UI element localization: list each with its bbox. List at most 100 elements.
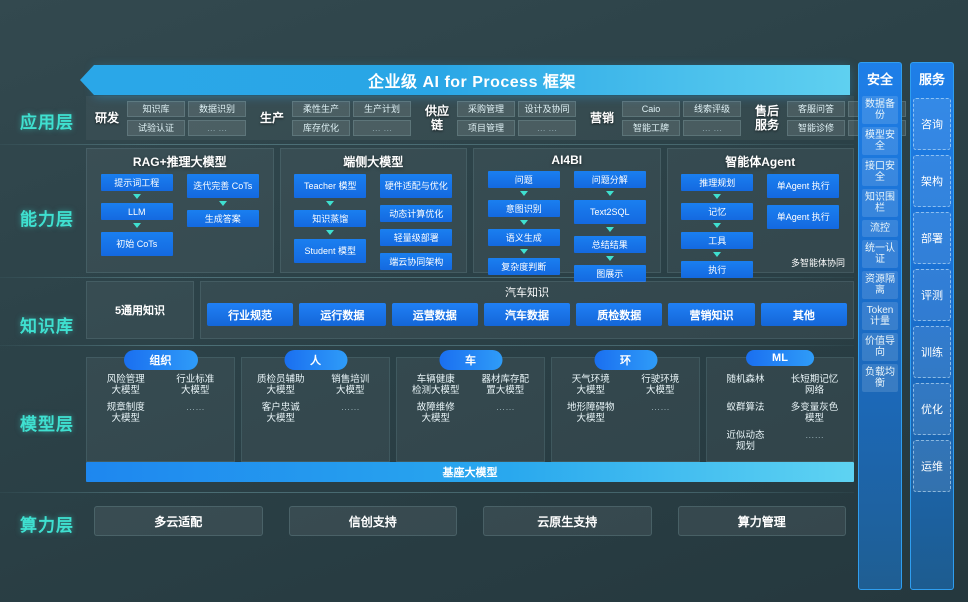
- security-rail-item[interactable]: 接口安全: [862, 158, 898, 186]
- app-cell[interactable]: 试验认证: [127, 119, 185, 136]
- service-rail-item[interactable]: 部署: [913, 212, 951, 264]
- security-rail-item[interactable]: 知识围栏: [862, 189, 898, 217]
- knowledge-chip[interactable]: 其他: [760, 303, 847, 326]
- ability-node[interactable]: 图展示: [573, 265, 646, 282]
- security-rail-item[interactable]: 流控: [862, 220, 898, 237]
- service-rail-item[interactable]: 咨询: [913, 98, 951, 150]
- service-rail-item[interactable]: 架构: [913, 155, 951, 207]
- model-group-pill[interactable]: 车: [439, 350, 502, 370]
- model-item[interactable]: 销售培训 大模型: [331, 374, 370, 396]
- ability-node[interactable]: 执行: [681, 261, 754, 278]
- ability-node[interactable]: 单Agent 执行: [767, 174, 840, 198]
- compute-button[interactable]: 算力管理: [677, 506, 846, 536]
- knowledge-chip[interactable]: 行业规范: [207, 303, 294, 326]
- security-rail-item[interactable]: 统一认证: [862, 240, 898, 268]
- ability-node[interactable]: 端云协同架构: [380, 253, 453, 270]
- service-rail-item[interactable]: 运维: [913, 440, 951, 492]
- knowledge-chip[interactable]: 汽车数据: [483, 303, 571, 326]
- security-rail-item[interactable]: 模型安全: [862, 127, 898, 155]
- compute-button[interactable]: 云原生支持: [483, 506, 652, 536]
- app-cell[interactable]: 项目管理: [457, 119, 515, 136]
- ability-node[interactable]: 生成答案: [186, 210, 259, 227]
- ability-node[interactable]: 轻量级部署: [380, 229, 453, 246]
- ability-node[interactable]: Teacher 模型: [294, 174, 367, 198]
- ability-node[interactable]: 总结结果: [573, 236, 646, 253]
- ability-node[interactable]: 推理规划: [681, 174, 754, 191]
- model-item[interactable]: 随机森林: [726, 374, 765, 385]
- app-cell[interactable]: Caio: [622, 100, 680, 117]
- compute-button[interactable]: 多云适配: [94, 506, 263, 536]
- app-cell[interactable]: 生产计划: [353, 100, 411, 117]
- ability-node[interactable]: 工具: [681, 232, 754, 249]
- model-item[interactable]: 蚁群算法: [726, 402, 765, 413]
- ability-node[interactable]: 语义生成: [487, 229, 560, 246]
- security-rail-item[interactable]: 数据备份: [862, 96, 898, 124]
- ability-node[interactable]: 动态计算优化: [380, 205, 453, 222]
- ability-node[interactable]: 记忆: [681, 203, 754, 220]
- knowledge-chip[interactable]: 运行数据: [299, 303, 386, 326]
- app-cell[interactable]: 采购管理: [457, 100, 515, 117]
- ability-node[interactable]: 问题: [487, 171, 560, 188]
- knowledge-chip[interactable]: 质检数据: [576, 303, 663, 326]
- model-item[interactable]: 天气环境 大模型: [571, 374, 610, 396]
- app-cell[interactable]: … …: [683, 119, 741, 136]
- base-model-bar[interactable]: 基座大模型: [86, 462, 854, 482]
- ability-node[interactable]: 初始 CoTs: [100, 232, 173, 256]
- ability-node[interactable]: 提示词工程: [100, 174, 173, 191]
- model-item[interactable]: 器材库存配 置大模型: [481, 374, 529, 396]
- ability-node[interactable]: 硬件适配与优化: [380, 174, 453, 198]
- security-rail-item[interactable]: 资源隔离: [862, 271, 898, 299]
- model-group-pill[interactable]: ML: [746, 350, 814, 366]
- app-cell[interactable]: … …: [353, 119, 411, 136]
- ability-node[interactable]: Student 模型: [294, 239, 367, 263]
- ability-node[interactable]: 问题分解: [573, 171, 646, 188]
- model-item[interactable]: 近似动态 规划: [726, 430, 765, 452]
- compute-button[interactable]: 信创支持: [288, 506, 457, 536]
- model-item[interactable]: 故障维修 大模型: [416, 402, 455, 424]
- model-item[interactable]: 车辆健康 检测大模型: [411, 374, 460, 396]
- model-item[interactable]: ……: [805, 430, 824, 441]
- model-item[interactable]: 规章制度 大模型: [106, 402, 145, 424]
- model-item[interactable]: 地形障碍物 大模型: [566, 402, 615, 424]
- ability-node[interactable]: LLM: [100, 203, 173, 220]
- model-item[interactable]: ……: [340, 402, 360, 413]
- security-rail-item[interactable]: 负载均衡: [862, 364, 898, 392]
- app-cell[interactable]: 线索评级: [683, 100, 741, 117]
- model-group-pill[interactable]: 人: [284, 350, 347, 370]
- app-cell[interactable]: 库存优化: [292, 119, 350, 136]
- model-item[interactable]: ……: [495, 402, 515, 413]
- model-item[interactable]: 客户忠诚 大模型: [261, 402, 300, 424]
- app-cell[interactable]: 客服问答: [787, 100, 845, 117]
- general-knowledge-box[interactable]: 5通用知识: [86, 281, 194, 339]
- service-rail-item[interactable]: 优化: [913, 383, 951, 435]
- model-item[interactable]: 质检员辅助 大模型: [256, 374, 305, 396]
- service-rail-item[interactable]: 评测: [913, 269, 951, 321]
- model-item[interactable]: ……: [650, 402, 670, 413]
- knowledge-chip[interactable]: 运营数据: [391, 303, 478, 326]
- ability-node[interactable]: 迭代完善 CoTs: [186, 174, 259, 198]
- model-item[interactable]: 行驶环境 大模型: [641, 374, 680, 396]
- ability-node[interactable]: 单Agent 执行: [767, 205, 840, 229]
- model-item[interactable]: ……: [185, 402, 205, 413]
- ability-node[interactable]: 意图识别: [487, 200, 560, 217]
- model-item[interactable]: 行业标准 大模型: [176, 374, 215, 396]
- ability-node[interactable]: 复杂度判断: [487, 258, 560, 275]
- app-cell[interactable]: 数据识别: [188, 100, 246, 117]
- model-group-pill[interactable]: 环: [594, 350, 657, 370]
- model-item[interactable]: 风险管理 大模型: [106, 374, 145, 396]
- app-cell[interactable]: 智能诊修: [787, 119, 845, 136]
- security-rail-item[interactable]: 价值导向: [862, 333, 898, 361]
- app-cell[interactable]: 设计及协同: [518, 100, 576, 117]
- app-cell[interactable]: 智能工牌: [622, 119, 680, 136]
- model-item[interactable]: 长短期记忆 网络: [790, 374, 839, 396]
- service-rail-item[interactable]: 训练: [913, 326, 951, 378]
- ability-node[interactable]: 知识蒸馏: [294, 210, 367, 227]
- security-rail-item[interactable]: Token计量: [862, 302, 898, 330]
- app-cell[interactable]: … …: [188, 119, 246, 136]
- knowledge-chip[interactable]: 营销知识: [668, 303, 755, 326]
- model-item[interactable]: 多变量灰色 模型: [790, 402, 839, 424]
- ability-node[interactable]: Text2SQL: [573, 200, 646, 224]
- model-group-pill[interactable]: 组织: [123, 350, 198, 370]
- app-cell[interactable]: 柔性生产: [292, 100, 350, 117]
- app-cell[interactable]: 知识库: [127, 100, 185, 117]
